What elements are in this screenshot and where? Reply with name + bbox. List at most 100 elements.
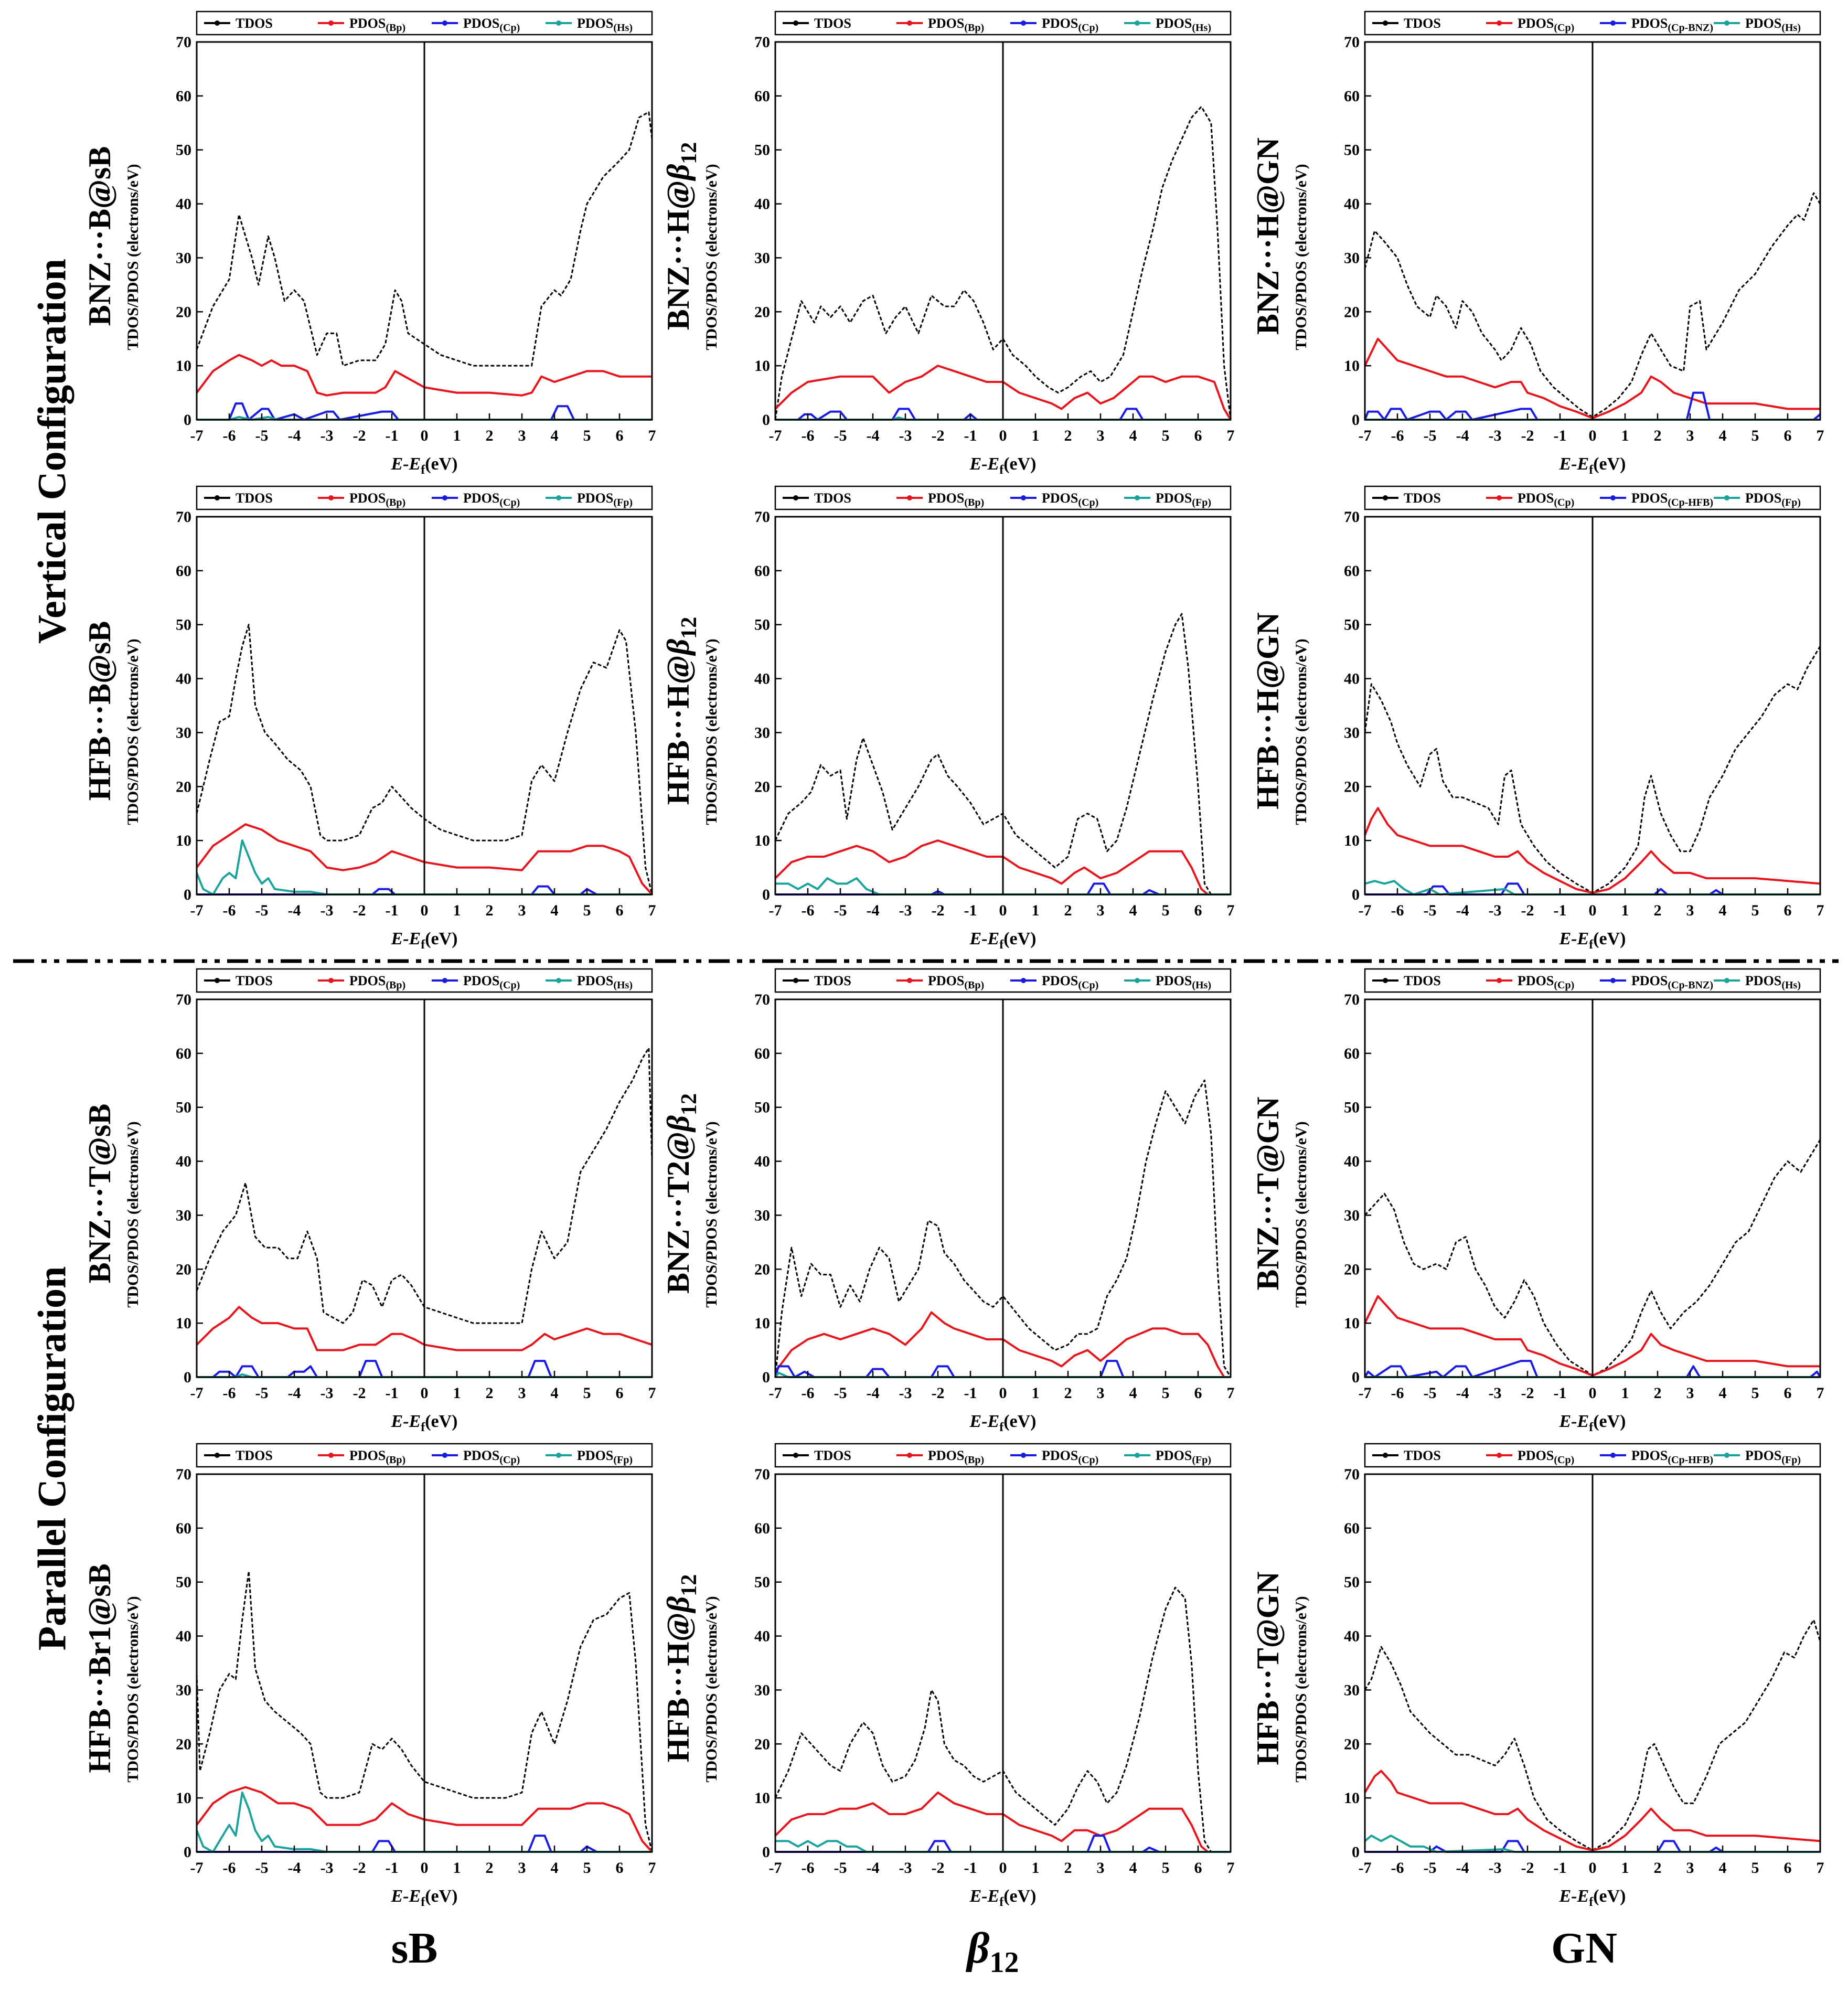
legend-swatch-marker xyxy=(793,1453,798,1458)
x-tick-label: 1 xyxy=(1032,427,1040,444)
legend-swatch-marker xyxy=(907,20,912,26)
y-tick-label: 20 xyxy=(1344,1261,1360,1278)
x-axis-label-sub: f xyxy=(999,463,1004,477)
legend-label-main: PDOS xyxy=(928,491,964,506)
legend-label: TDOS xyxy=(814,491,851,506)
x-tick-label: -2 xyxy=(353,1384,366,1402)
x-tick-label: -2 xyxy=(932,902,945,919)
x-tick-label: 7 xyxy=(648,1384,656,1402)
legend: TDOS PDOS(Bp) PDOS(Cp) PDOS(Hs) xyxy=(196,10,653,36)
legend-swatch-marker xyxy=(907,1453,912,1458)
legend-swatch-marker xyxy=(442,978,447,983)
x-tick-label: -3 xyxy=(899,1859,912,1877)
legend-swatch-marker xyxy=(328,978,334,983)
legend-label-main: TDOS xyxy=(814,16,851,31)
y-tick-label: 60 xyxy=(754,1045,770,1062)
x-axis-label-e: E xyxy=(391,1887,403,1906)
panel-title: BNZ···T@GN xyxy=(1251,1096,1285,1290)
legend-label-main: PDOS xyxy=(577,16,613,31)
x-tick-label: -3 xyxy=(321,1384,334,1402)
y-tick-label: 10 xyxy=(1344,1315,1360,1332)
legend-label: PDOS(Cp) xyxy=(1518,491,1574,508)
legend-label-main: PDOS xyxy=(577,491,613,506)
series-line-pdos-bp- xyxy=(774,365,1232,421)
y-tick-label: 30 xyxy=(1344,1207,1360,1224)
legend-label: PDOS(Bp) xyxy=(928,973,984,991)
legend-label-main: PDOS xyxy=(463,491,499,506)
legend-box xyxy=(196,485,653,510)
legend-label-main: PDOS xyxy=(928,1448,964,1463)
legend-label-sub: (Cp-HFB) xyxy=(1668,497,1713,508)
legend-label-sub: (Hs) xyxy=(613,22,633,34)
x-tick-label: 2 xyxy=(486,902,494,919)
legend-swatch-marker xyxy=(215,495,220,500)
x-tick-label: 0 xyxy=(999,1859,1007,1877)
x-tick-label: 2 xyxy=(1654,1859,1662,1877)
y-tick-label: 20 xyxy=(754,1735,770,1753)
x-axis-label-sub: f xyxy=(421,463,425,477)
y-axis-label: TDOS/PDOS (electrons/eV) xyxy=(124,1596,142,1782)
x-tick-label: 4 xyxy=(551,1859,559,1877)
legend-swatch-marker xyxy=(1497,1453,1502,1458)
x-axis-label-sub: f xyxy=(1589,1421,1594,1434)
x-tick-label: -1 xyxy=(386,902,399,919)
y-tick-label: 50 xyxy=(1344,1574,1360,1591)
y-tick-label: 10 xyxy=(754,1789,770,1807)
x-tick-label: 3 xyxy=(1097,1384,1105,1402)
legend-label-main: TDOS xyxy=(236,973,273,988)
x-tick-label: -2 xyxy=(1521,427,1534,444)
x-tick-label: 6 xyxy=(1784,427,1792,444)
x-tick-label: -4 xyxy=(288,1384,301,1402)
legend-swatch-marker xyxy=(1383,978,1388,983)
legend-box xyxy=(774,968,1232,993)
legend-label: PDOS(Cp) xyxy=(463,973,520,991)
legend-label: TDOS xyxy=(814,16,851,31)
y-tick-label: 30 xyxy=(176,249,191,267)
x-tick-label: -6 xyxy=(1391,902,1404,919)
x-axis-label-ef: -E xyxy=(403,1887,421,1906)
x-tick-label: 6 xyxy=(1194,1859,1202,1877)
y-tick-label: 0 xyxy=(1352,1843,1360,1861)
legend-label: TDOS xyxy=(236,16,273,31)
y-axis-label: TDOS/PDOS (electrons/eV) xyxy=(703,1596,720,1782)
y-tick-label: 10 xyxy=(176,1789,191,1807)
x-tick-label: 5 xyxy=(1751,427,1759,444)
x-tick-label: -2 xyxy=(1521,1859,1534,1877)
legend-label: TDOS xyxy=(1404,16,1441,31)
legend-label: PDOS(Hs) xyxy=(1745,973,1801,991)
legend-label-main: PDOS xyxy=(1745,16,1781,31)
y-tick-label: 70 xyxy=(754,1466,770,1483)
legend-label-sub: (Cp) xyxy=(1078,979,1098,991)
legend-label-sub: (Fp) xyxy=(1781,1454,1801,1466)
y-tick-label: 20 xyxy=(1344,1735,1360,1753)
x-tick-label: -5 xyxy=(255,902,269,919)
legend-label-sub: (Bp) xyxy=(386,1454,405,1466)
y-tick-label: 10 xyxy=(1344,357,1360,375)
y-tick-label: 50 xyxy=(176,1574,191,1591)
x-tick-label: -2 xyxy=(1521,1384,1534,1402)
x-tick-label: 6 xyxy=(1194,427,1202,444)
legend-swatch-marker xyxy=(1135,978,1140,983)
x-tick-label: -4 xyxy=(867,427,880,444)
legend-label: PDOS(Cp) xyxy=(1518,16,1574,34)
series-line-pdos-fp- xyxy=(1364,1835,1820,1853)
x-tick-label: 4 xyxy=(1719,1859,1727,1877)
legend-label-sub: (Fp) xyxy=(1192,1454,1211,1466)
legend-label-main: PDOS xyxy=(577,973,613,988)
legend-label-sub: (Hs) xyxy=(1192,979,1211,991)
y-tick-label: 70 xyxy=(754,508,770,526)
x-tick-label: -3 xyxy=(1489,1859,1502,1877)
x-tick-label: 1 xyxy=(453,902,461,919)
x-tick-label: -4 xyxy=(288,902,301,919)
legend-label-main: PDOS xyxy=(349,491,386,506)
y-axis-label: TDOS/PDOS (electrons/eV) xyxy=(703,638,720,825)
y-axis-label: TDOS/PDOS (electrons/eV) xyxy=(703,1121,720,1307)
legend-label-main: TDOS xyxy=(1404,16,1441,31)
x-tick-label: -2 xyxy=(932,427,945,444)
legend-label-sub: (Fp) xyxy=(613,1454,633,1466)
legend-swatch-marker xyxy=(1497,20,1502,26)
panel-title-sub: 12 xyxy=(677,617,701,639)
legend-label-sub: (Hs) xyxy=(613,979,633,991)
panel-title-main: BNZ···H@GN xyxy=(1251,137,1285,335)
legend-label: TDOS xyxy=(1404,491,1441,506)
